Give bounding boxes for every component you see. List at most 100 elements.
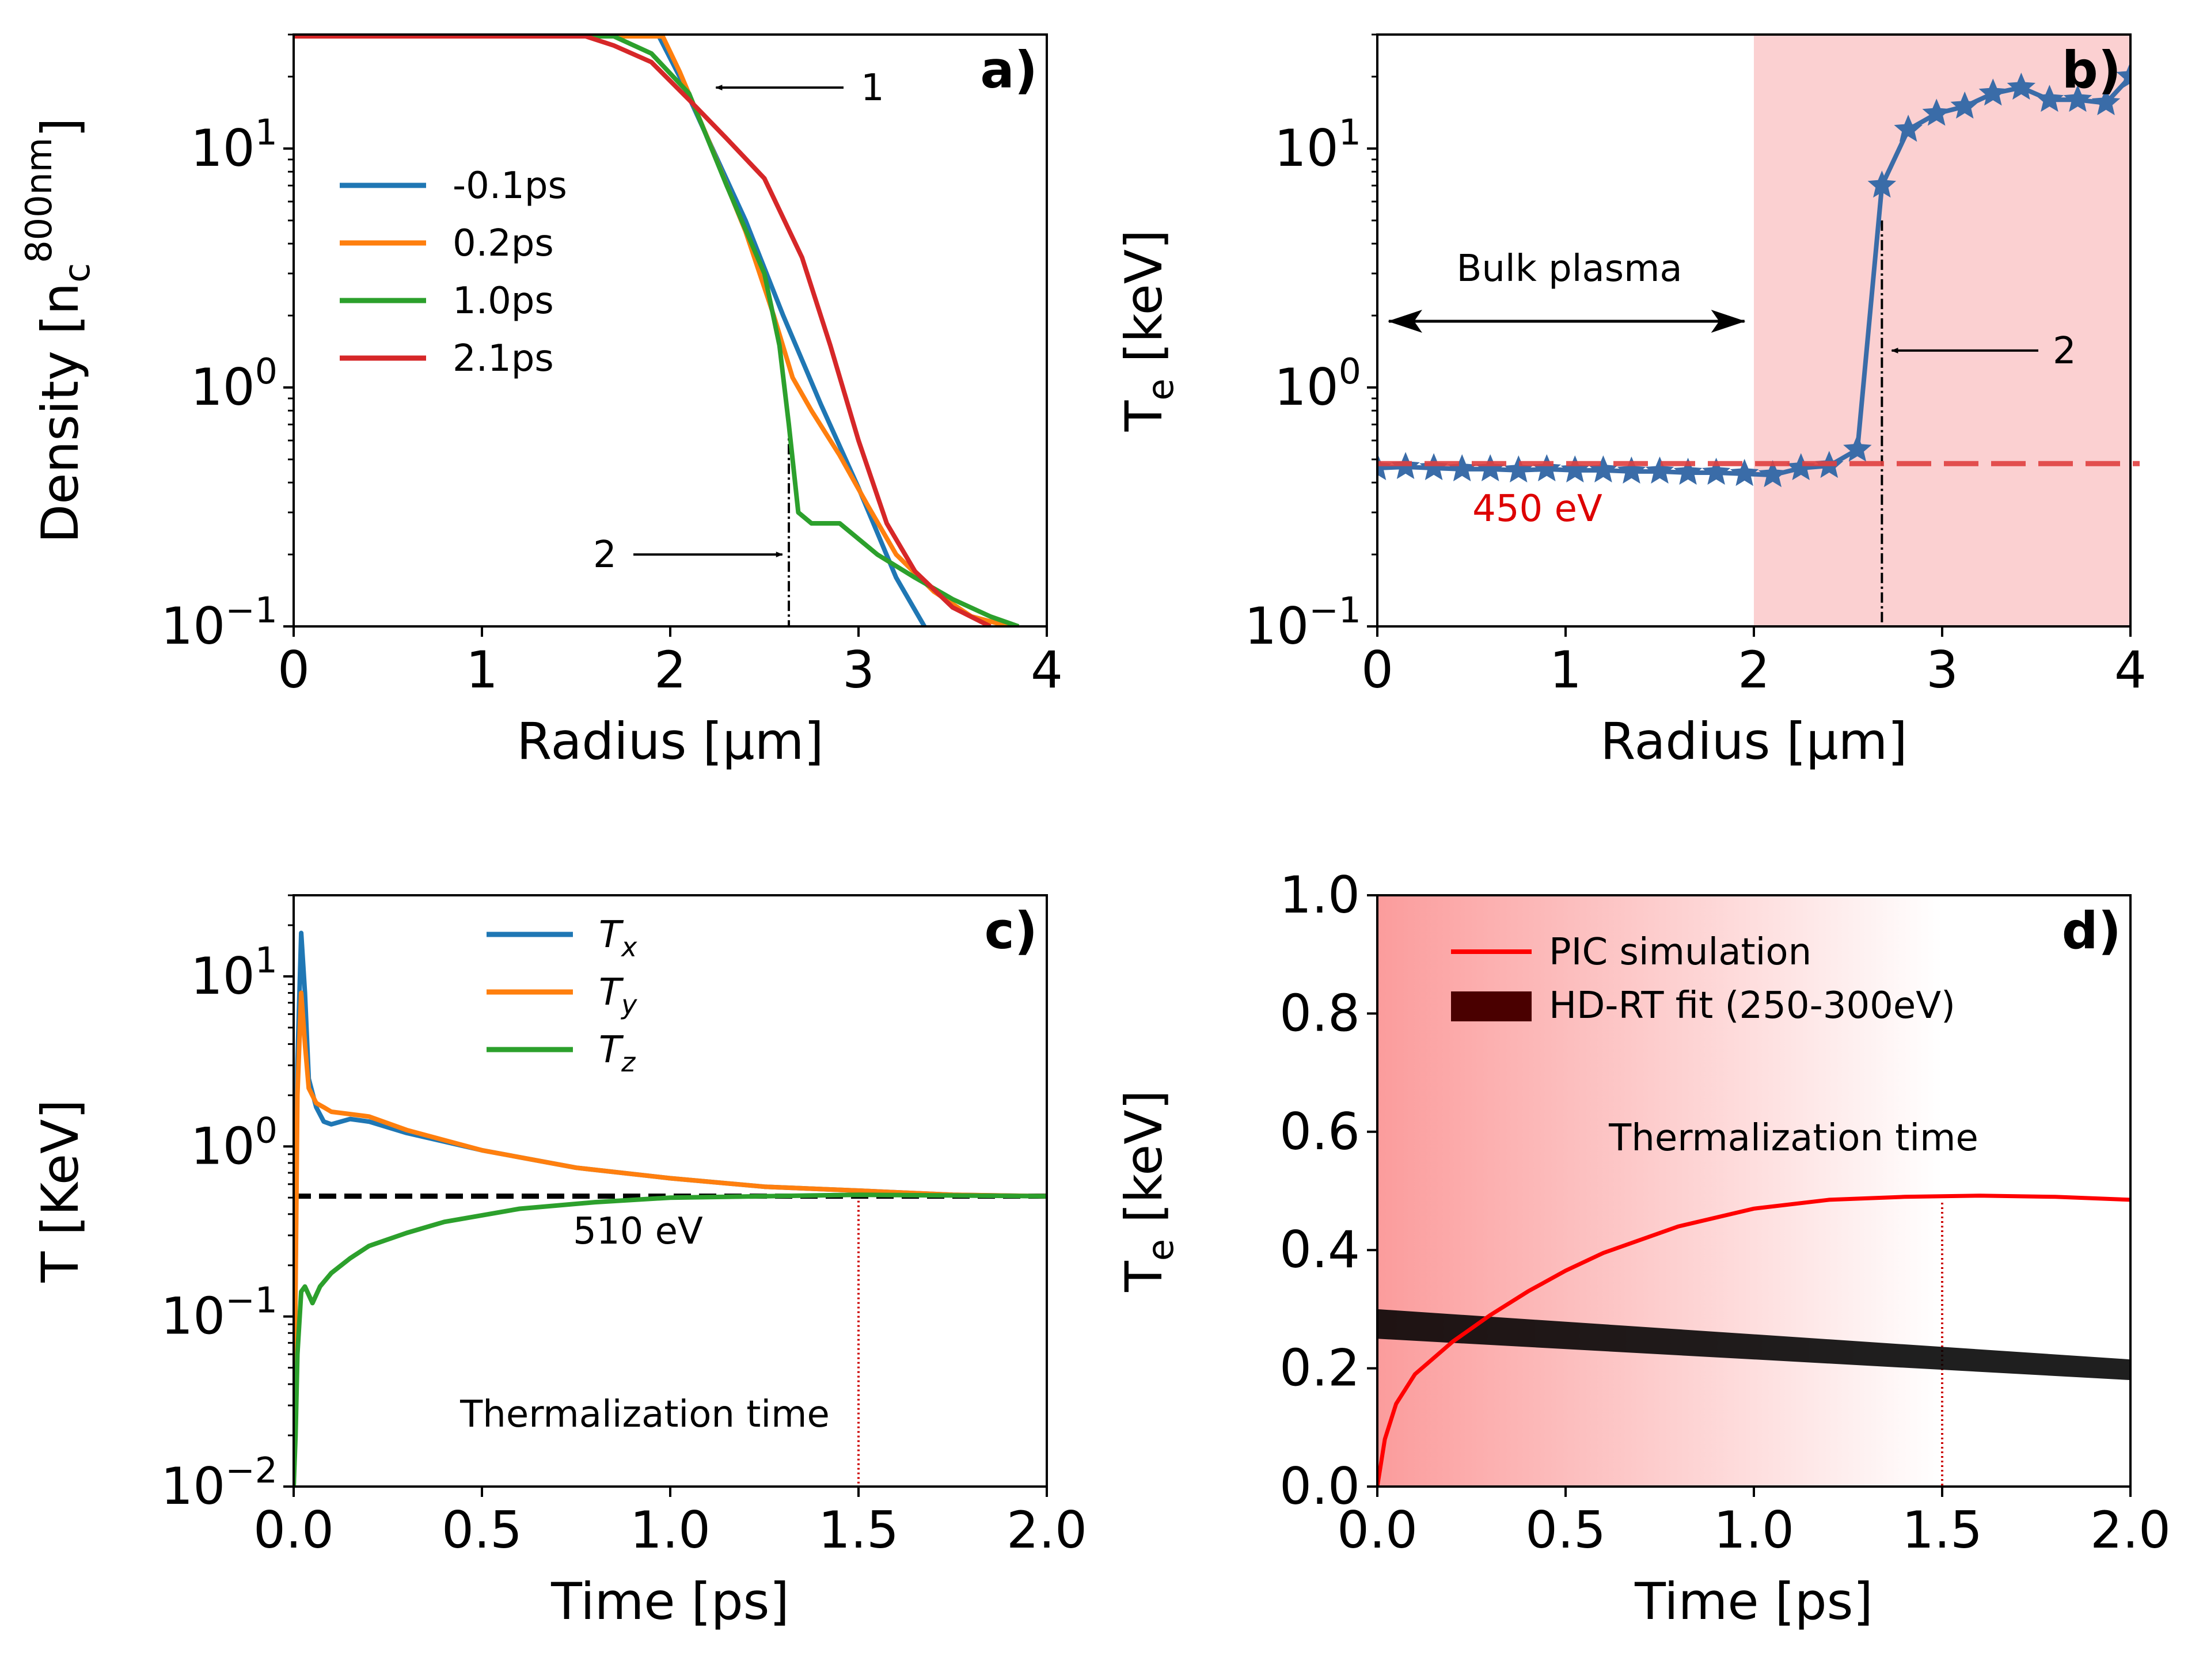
star-marker (2035, 85, 2064, 112)
y-tick-label: 10−2 (161, 1450, 278, 1516)
y-tick-label: 0.8 (1279, 983, 1360, 1043)
x-tick-label: 2.0 (2090, 1500, 2171, 1560)
y-axis-label: Density [nc800nm] (18, 117, 98, 543)
legend-label: Tz (599, 1029, 636, 1078)
axes-frame (1376, 33, 2132, 628)
bulk-plasma-label: Bulk plasma (1456, 248, 1682, 290)
legend-label: 1.0ps (453, 280, 554, 322)
star-marker (2091, 88, 2121, 116)
x-tick-label: 3 (1926, 640, 1958, 700)
plot-area (294, 930, 1047, 1487)
star-marker (1645, 456, 1674, 484)
series-line-4 (294, 35, 992, 626)
y-tick-label: 101 (1274, 112, 1361, 178)
star-marker (1867, 170, 1897, 198)
y-tick-label: 100 (1274, 351, 1361, 417)
star-marker (1377, 453, 1392, 480)
panel-label: d) (2062, 901, 2121, 960)
x-tick-label: 0 (1361, 640, 1393, 700)
star-marker (1730, 459, 1759, 486)
series-line-2 (294, 990, 1047, 1487)
x-tick-label: 0.0 (253, 1500, 334, 1560)
axes-frame (1376, 894, 2132, 1488)
reference-line-label: 510 eV (573, 1210, 703, 1253)
plot-area (1377, 35, 2130, 626)
star-marker (1894, 115, 1923, 142)
y-tick-label: 10−1 (1244, 590, 1361, 656)
plot-area (294, 35, 1020, 626)
x-tick-label: 1.0 (1714, 1500, 1794, 1560)
x-axis-label: Radius [µm] (1600, 712, 1907, 771)
star-marker (1758, 460, 1787, 488)
star-marker (1950, 91, 1979, 119)
annotation-label: 2 (593, 534, 617, 576)
y-tick-label: 1.0 (1279, 865, 1360, 925)
y-axis-label: T [KeV] (31, 1099, 90, 1283)
y-tick-label: 10−1 (161, 590, 278, 656)
y-tick-label: 0.6 (1279, 1102, 1360, 1161)
star-marker (1673, 458, 1703, 485)
star-marker (1532, 454, 1561, 481)
series-line-3 (294, 35, 1020, 626)
star-marker (1787, 453, 1815, 480)
x-tick-label: 0.0 (1337, 1500, 1418, 1560)
x-tick-label: 2.0 (1006, 1500, 1087, 1560)
star-marker (1476, 454, 1505, 481)
x-tick-label: 3 (842, 640, 875, 700)
y-tick-label: 0.0 (1279, 1457, 1360, 1516)
axes-frame (293, 894, 1048, 1488)
star-marker (1922, 98, 1951, 126)
x-tick-label: 1 (1549, 640, 1582, 700)
star-marker (1843, 434, 1872, 462)
series-line-1 (1377, 75, 2130, 478)
x-axis-label: Time [ps] (1634, 1572, 1873, 1631)
x-tick-label: 0 (278, 640, 310, 700)
x-tick-label: 1.0 (630, 1500, 711, 1560)
star-marker (1617, 456, 1646, 484)
x-axis-label: Time [ps] (550, 1572, 789, 1631)
legend-label: 0.2ps (453, 222, 554, 265)
panel-3-axes: 0.0 0.5 1.0 1.5 2.0 10−2 10−1 100 101 c) Time [ps]… (31, 894, 1087, 1631)
panel-2-axes: 0 1 2 3 4 10−1 100 101 b) Radius [µm] Te [keV] (1114, 33, 2147, 771)
fit-band (1377, 1309, 2130, 1381)
x-tick-label: 4 (2114, 640, 2147, 700)
series-line-2 (294, 35, 1010, 626)
x-tick-label: 1.5 (818, 1500, 899, 1560)
x-tick-label: 2 (654, 640, 686, 700)
panel-4-axes: 0.0 0.5 1.0 1.5 2.0 0.0 0.2 0.4 0.6 0.8 1.0 d) Time … (1114, 865, 2171, 1631)
shaded-region (1754, 35, 2130, 626)
legend-label: PIC simulation (1549, 931, 1811, 974)
star-marker (2063, 85, 2092, 112)
panel-label: b) (2062, 40, 2121, 100)
y-tick-label: 0.2 (1279, 1339, 1360, 1398)
y-tick-label: 10−1 (161, 1280, 278, 1346)
x-axis-label: Radius [µm] (516, 712, 823, 771)
annotation-label: 1 (861, 67, 884, 109)
panel-1: -0.1ps 0.2ps 1.0ps 2.1ps 1 2 (294, 35, 1020, 626)
panel-3: Tx Ty Tz 510 eV Thermalization time (294, 914, 1047, 1487)
legend-label: -0.1ps (453, 165, 567, 207)
panel-1-axes: 0 1 2 3 4 10−1 100 101 a) Radius [µm] Density [nc8… (18, 33, 1063, 771)
annotation-label: 2 (2053, 330, 2076, 373)
legend-label: HD-RT fit (250-300eV) (1549, 985, 1955, 1027)
x-tick-label: 2 (1738, 640, 1770, 700)
x-tick-label: 0.5 (1525, 1500, 1606, 1560)
legend-swatch (1451, 991, 1532, 1021)
star-marker (1978, 78, 2007, 106)
legend-label: Tx (599, 914, 637, 963)
y-tick-label: 101 (191, 940, 278, 1006)
y-tick-label: 0.4 (1279, 1220, 1360, 1279)
panel-2: Bulk plasma 450 eV 2 (1377, 35, 2140, 626)
star-marker (2007, 73, 2036, 100)
star-marker (1448, 454, 1476, 481)
star-marker (1419, 453, 1448, 480)
y-tick-label: 100 (191, 351, 278, 417)
star-marker (2116, 62, 2130, 89)
x-tick-label: 4 (1031, 640, 1063, 700)
panel-label: a) (980, 40, 1038, 100)
panel-4: PIC simulation HD-RT fit (250-300eV) Therm… (1377, 895, 2130, 1487)
axes-frame (293, 33, 1048, 628)
x-tick-label: 1.5 (1902, 1500, 1982, 1560)
thermalization-label: Thermalization time (459, 1393, 830, 1436)
y-tick-label: 100 (191, 1109, 278, 1176)
